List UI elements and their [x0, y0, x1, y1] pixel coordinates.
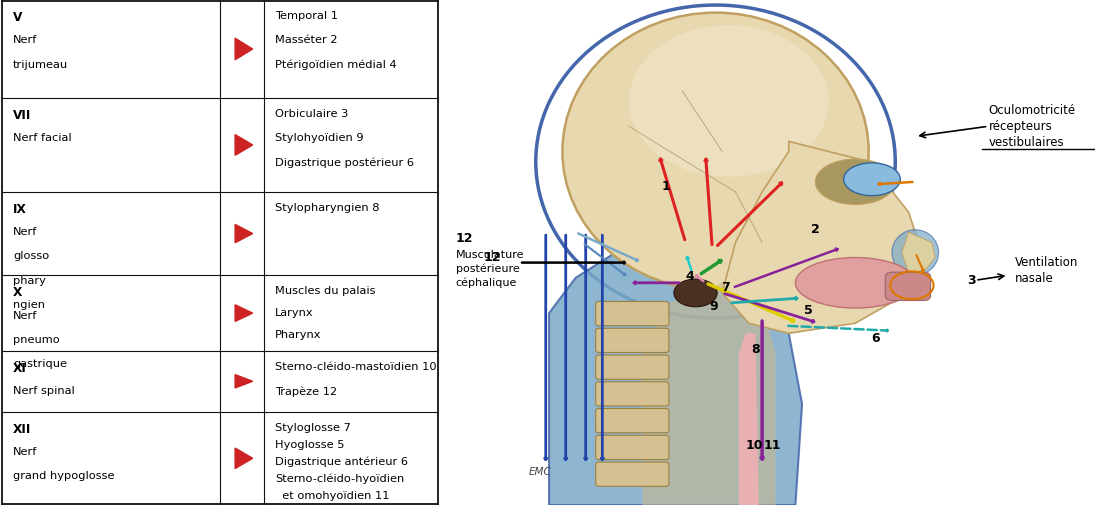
Text: phary: phary [13, 276, 46, 286]
Text: pneumo: pneumo [13, 335, 60, 345]
Text: Digastrique antérieur 6: Digastrique antérieur 6 [275, 457, 408, 467]
Ellipse shape [795, 258, 915, 308]
Text: Stylohyoïdien 9: Stylohyoïdien 9 [275, 133, 364, 143]
Polygon shape [235, 38, 253, 60]
Ellipse shape [673, 279, 717, 307]
Text: Masséter 2: Masséter 2 [275, 35, 337, 45]
Ellipse shape [843, 163, 900, 195]
Polygon shape [235, 375, 253, 388]
Text: XII: XII [13, 423, 32, 436]
FancyBboxPatch shape [596, 382, 669, 406]
Text: trijumeau: trijumeau [13, 60, 68, 70]
Text: EMC: EMC [529, 467, 552, 477]
Text: Orbiculaire 3: Orbiculaire 3 [275, 109, 348, 119]
Text: Oculomotricité
récepteurs
vestibulaires: Oculomotricité récepteurs vestibulaires [989, 104, 1075, 148]
FancyBboxPatch shape [596, 435, 669, 460]
Ellipse shape [629, 25, 829, 177]
Text: Sterno-cléido-mastoïdien 10: Sterno-cléido-mastoïdien 10 [275, 362, 437, 372]
Text: 3: 3 [968, 274, 976, 287]
Text: grand hypoglosse: grand hypoglosse [13, 471, 115, 481]
Text: Nerf facial: Nerf facial [13, 133, 72, 143]
Text: et omohyoïdien 11: et omohyoïdien 11 [275, 491, 390, 500]
Text: 10: 10 [746, 439, 763, 452]
Text: 7: 7 [722, 281, 730, 294]
FancyBboxPatch shape [596, 409, 669, 433]
Text: 2: 2 [811, 223, 820, 236]
Ellipse shape [563, 13, 868, 290]
Text: Ventilation
nasale: Ventilation nasale [1015, 256, 1079, 285]
Text: 8: 8 [751, 343, 760, 356]
Text: Sterno-cléido-hyoïdien: Sterno-cléido-hyoïdien [275, 474, 404, 484]
Text: Ptérigoïdien médial 4: Ptérigoïdien médial 4 [275, 60, 396, 70]
Text: XI: XI [13, 362, 27, 375]
Text: 9: 9 [710, 300, 718, 313]
FancyBboxPatch shape [596, 462, 669, 486]
Text: 12: 12 [484, 251, 502, 264]
Text: Hyoglosse 5: Hyoglosse 5 [275, 440, 345, 449]
Text: glosso: glosso [13, 251, 49, 262]
FancyBboxPatch shape [596, 328, 669, 352]
Text: Nerf spinal: Nerf spinal [13, 386, 74, 396]
Polygon shape [549, 252, 802, 505]
Polygon shape [723, 141, 922, 333]
Text: 5: 5 [805, 304, 814, 317]
Text: Stylopharyngien 8: Stylopharyngien 8 [275, 203, 380, 213]
FancyBboxPatch shape [596, 355, 669, 379]
Text: 11: 11 [763, 439, 781, 452]
FancyBboxPatch shape [885, 272, 931, 300]
Polygon shape [235, 135, 253, 155]
Text: Musculature
postérieure
céphalique: Musculature postérieure céphalique [456, 250, 525, 288]
Text: Digastrique postérieur 6: Digastrique postérieur 6 [275, 158, 414, 168]
Text: IX: IX [13, 203, 27, 216]
Polygon shape [739, 333, 759, 505]
Text: X: X [13, 286, 23, 299]
Text: Styloglosse 7: Styloglosse 7 [275, 423, 351, 433]
Text: Nerf: Nerf [13, 227, 37, 237]
Text: ngien: ngien [13, 300, 45, 310]
Text: 12: 12 [456, 232, 473, 245]
Text: 6: 6 [871, 332, 879, 345]
Text: Nerf: Nerf [13, 447, 37, 457]
Text: Nerf: Nerf [13, 311, 37, 321]
Polygon shape [235, 448, 253, 469]
Polygon shape [902, 232, 935, 273]
Text: Trapèze 12: Trapèze 12 [275, 386, 337, 397]
Text: Larynx: Larynx [275, 308, 314, 318]
Polygon shape [235, 224, 253, 243]
Text: VII: VII [13, 109, 32, 122]
Ellipse shape [816, 159, 896, 205]
Polygon shape [235, 305, 253, 322]
Text: V: V [13, 11, 23, 24]
Text: Pharynx: Pharynx [275, 330, 322, 340]
FancyBboxPatch shape [596, 301, 669, 326]
Ellipse shape [892, 230, 938, 275]
Text: gastrique: gastrique [13, 359, 67, 369]
Text: Nerf: Nerf [13, 35, 37, 45]
Text: Muscles du palais: Muscles du palais [275, 286, 376, 296]
Text: Temporal 1: Temporal 1 [275, 11, 338, 21]
Text: 4: 4 [685, 270, 694, 283]
Text: 1: 1 [661, 180, 670, 193]
Polygon shape [643, 283, 775, 505]
